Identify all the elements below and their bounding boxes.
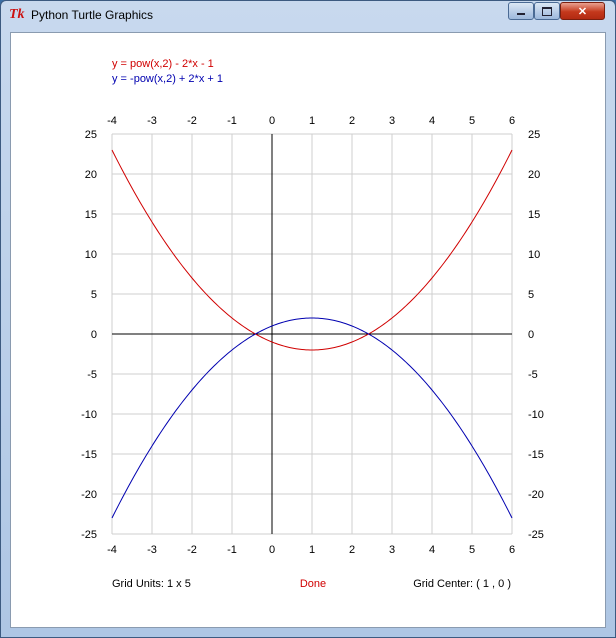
- grid-center-label: Grid Center: ( 1 , 0 ): [413, 578, 511, 590]
- y-tick-label-left: 20: [85, 169, 97, 181]
- x-tick-label-bottom: 3: [389, 544, 395, 556]
- grid-lines: [111, 133, 513, 535]
- y-tick-label-left: -10: [81, 409, 97, 421]
- y-tick-label-left: 25: [85, 129, 97, 141]
- y-tick-label-right: -20: [528, 489, 544, 501]
- y-tick-label-right: 25: [528, 129, 540, 141]
- window-title: Python Turtle Graphics: [31, 8, 154, 22]
- y-tick-label-right: 15: [528, 209, 540, 221]
- tk-icon: Tk: [9, 7, 25, 22]
- y-tick-label-right: 20: [528, 169, 540, 181]
- x-tick-label-bottom: -4: [107, 544, 117, 556]
- x-tick-label-bottom: -3: [147, 544, 157, 556]
- status-text: Done: [300, 578, 326, 590]
- x-tick-label-top: -1: [227, 115, 237, 127]
- y-tick-label-right: 0: [528, 329, 534, 341]
- close-icon: ✕: [577, 5, 588, 18]
- x-tick-label-top: 1: [309, 115, 315, 127]
- y-tick-label-left: 5: [91, 289, 97, 301]
- x-tick-label-bottom: 2: [349, 544, 355, 556]
- legend-entry-2: y = -pow(x,2) + 2*x + 1: [112, 73, 223, 85]
- x-tick-label-bottom: 1: [309, 544, 315, 556]
- y-tick-label-right: -5: [528, 369, 538, 381]
- close-button[interactable]: ✕: [560, 2, 605, 20]
- y-tick-label-left: -25: [81, 529, 97, 541]
- y-tick-label-left: 0: [91, 329, 97, 341]
- x-tick-label-bottom: 5: [469, 544, 475, 556]
- x-tick-label-top: -3: [147, 115, 157, 127]
- x-tick-label-top: 2: [349, 115, 355, 127]
- x-tick-label-top: 6: [509, 115, 515, 127]
- maximize-icon: [542, 6, 552, 16]
- series-curves: [111, 149, 513, 519]
- x-tick-label-bottom: 0: [269, 544, 275, 556]
- legend-entry-1: y = pow(x,2) - 2*x - 1: [112, 58, 214, 70]
- x-tick-label-bottom: 6: [509, 544, 515, 556]
- x-tick-label-top: 0: [269, 115, 275, 127]
- y-tick-label-right: 10: [528, 249, 540, 261]
- x-tick-label-top: -4: [107, 115, 117, 127]
- x-tick-label-top: 5: [469, 115, 475, 127]
- y-tick-label-left: 10: [85, 249, 97, 261]
- series-curve-1: [111, 149, 513, 351]
- y-tick-label-right: -10: [528, 409, 544, 421]
- title-bar[interactable]: Tk Python Turtle Graphics ✕: [1, 1, 615, 29]
- maximize-button[interactable]: [534, 2, 560, 20]
- minimize-icon: [517, 13, 525, 15]
- x-tick-label-bottom: 4: [429, 544, 435, 556]
- y-tick-label-left: 15: [85, 209, 97, 221]
- axes: [112, 134, 512, 534]
- y-tick-label-left: -20: [81, 489, 97, 501]
- x-tick-label-top: -2: [187, 115, 197, 127]
- grid-units-label: Grid Units: 1 x 5: [112, 578, 191, 590]
- y-tick-label-right: 5: [528, 289, 534, 301]
- x-tick-label-bottom: -1: [227, 544, 237, 556]
- minimize-button[interactable]: [508, 2, 534, 20]
- x-tick-label-top: 4: [429, 115, 435, 127]
- y-tick-label-right: -25: [528, 529, 544, 541]
- series-curve-2: [111, 317, 513, 519]
- x-tick-label-top: 3: [389, 115, 395, 127]
- y-tick-label-left: -5: [87, 369, 97, 381]
- y-tick-label-right: -15: [528, 449, 544, 461]
- turtle-canvas[interactable]: -4 -4 -3 -3 -2 -2 -1 -1 0 0 1 1 2 2 3 3 4 4 5 5 6 6 25 25 20 20 15…: [10, 32, 606, 628]
- y-tick-label-left: -15: [81, 449, 97, 461]
- x-tick-label-bottom: -2: [187, 544, 197, 556]
